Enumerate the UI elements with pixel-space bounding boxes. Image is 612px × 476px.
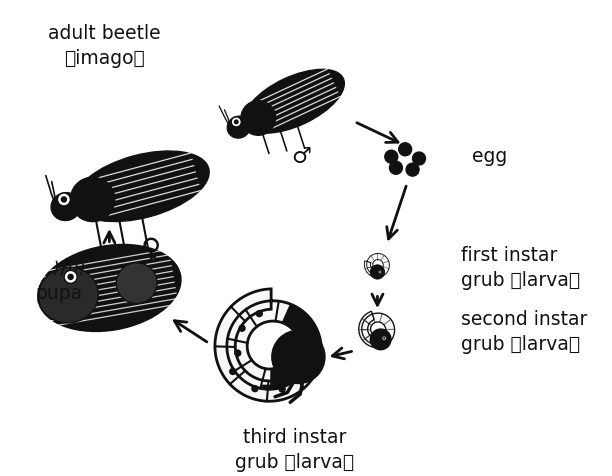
- Circle shape: [300, 370, 307, 377]
- Ellipse shape: [51, 193, 81, 220]
- Polygon shape: [364, 254, 389, 278]
- Circle shape: [383, 337, 386, 339]
- Circle shape: [64, 270, 77, 283]
- Text: second instar
grub 〈larva〉: second instar grub 〈larva〉: [461, 310, 587, 354]
- Circle shape: [382, 336, 386, 340]
- Ellipse shape: [241, 101, 275, 135]
- Circle shape: [234, 349, 242, 357]
- Circle shape: [406, 163, 419, 176]
- Circle shape: [238, 325, 246, 332]
- Text: first instar
grub 〈larva〉: first instar grub 〈larva〉: [461, 246, 580, 289]
- Text: ♀: ♀: [141, 235, 161, 263]
- Polygon shape: [282, 304, 320, 342]
- Circle shape: [385, 150, 398, 163]
- Circle shape: [116, 263, 157, 304]
- Ellipse shape: [70, 177, 115, 222]
- Ellipse shape: [39, 245, 181, 331]
- Text: adult beetle
〈imago〉: adult beetle 〈imago〉: [48, 24, 161, 69]
- Circle shape: [251, 385, 259, 392]
- Circle shape: [229, 368, 236, 375]
- Polygon shape: [271, 354, 308, 389]
- Circle shape: [370, 329, 391, 350]
- Ellipse shape: [74, 151, 209, 221]
- Circle shape: [272, 331, 324, 383]
- Circle shape: [378, 270, 381, 274]
- Circle shape: [370, 265, 384, 279]
- Text: ♂: ♂: [292, 147, 312, 167]
- Ellipse shape: [39, 268, 99, 323]
- Circle shape: [389, 161, 403, 174]
- Circle shape: [278, 386, 286, 393]
- Circle shape: [67, 274, 74, 280]
- Circle shape: [379, 271, 381, 273]
- Text: egg: egg: [472, 147, 507, 166]
- Text: third instar
grub 〈larva〉: third instar grub 〈larva〉: [234, 428, 354, 473]
- Polygon shape: [359, 311, 395, 347]
- Circle shape: [256, 310, 263, 317]
- Circle shape: [58, 193, 70, 206]
- Ellipse shape: [227, 116, 250, 138]
- Circle shape: [398, 143, 412, 156]
- Circle shape: [231, 117, 241, 127]
- Text: pupa: pupa: [35, 284, 83, 303]
- Circle shape: [61, 196, 67, 203]
- Circle shape: [412, 152, 425, 165]
- Ellipse shape: [244, 69, 345, 133]
- Circle shape: [234, 119, 239, 124]
- Polygon shape: [215, 289, 321, 401]
